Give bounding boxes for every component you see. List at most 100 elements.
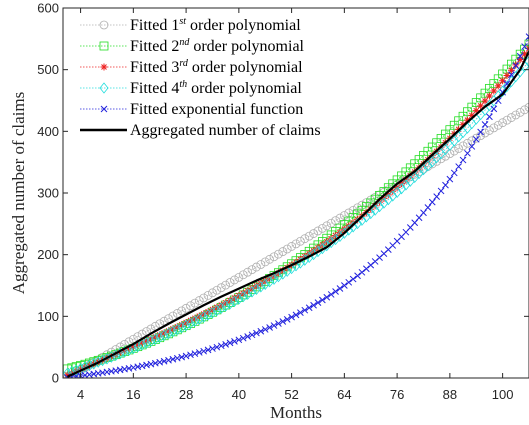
marker-fitted-1st-order-polynomial: [244, 268, 252, 276]
marker-fitted-exponential-function: [183, 353, 189, 359]
legend-item-aggregated-number-of-claims: Aggregated number of claims: [80, 122, 321, 139]
legend: Fitted 1st order polynomial Fitted 2nd or…: [80, 16, 321, 139]
marker-fitted-exponential-function: [464, 150, 470, 156]
marker-fitted-1st-order-polynomial: [301, 235, 309, 243]
legend-label-prefix: Fitted exponential function: [130, 101, 303, 118]
legend-label-prefix: Fitted 3: [130, 59, 179, 76]
marker-fitted-1st-order-polynomial: [182, 304, 190, 312]
marker-fitted-exponential-function: [420, 210, 426, 216]
marker-fitted-1st-order-polynomial: [521, 106, 529, 114]
x-tick-label: 52: [284, 387, 298, 402]
y-tick-label: 0: [52, 371, 59, 386]
marker-fitted-exponential-function: [187, 352, 193, 358]
marker-fitted-exponential-function: [482, 122, 488, 128]
marker-fitted-1st-order-polynomial: [459, 142, 467, 150]
marker-fitted-exponential-function: [192, 351, 198, 357]
x-tick-label: 88: [443, 387, 457, 402]
x-axis-title: Months: [270, 403, 322, 422]
x-tick-label: 4: [77, 387, 84, 402]
marker-fitted-1st-order-polynomial: [332, 217, 340, 225]
y-tick-label: 400: [37, 124, 59, 139]
legend-item-fitted-3rd: Fitted 3rd order polynomial: [80, 58, 303, 76]
marker-fitted-1st-order-polynomial: [283, 245, 291, 253]
marker-fitted-exponential-function: [174, 355, 180, 361]
legend-item-fitted-2nd: Fitted 2nd order polynomial: [80, 37, 305, 55]
marker-fitted-exponential-function: [201, 348, 207, 354]
legend-label-suffix: order polynomial: [188, 59, 303, 76]
x-tick-label: 76: [390, 387, 404, 402]
legend-label: Fitted 4th order polynomial: [130, 79, 302, 97]
legend-item-fitted-1st: Fitted 1st order polynomial: [80, 16, 301, 34]
marker-fitted-exponential-function: [447, 176, 453, 182]
marker-fitted-1st-order-polynomial: [270, 253, 278, 261]
y-tick-label: 100: [37, 309, 59, 324]
marker-fitted-exponential-function: [442, 182, 448, 188]
marker-fitted-exponential-function: [429, 199, 435, 205]
marker-fitted-1st-order-polynomial: [503, 116, 511, 124]
marker-fitted-exponential-function: [227, 340, 233, 346]
x-tick-label: 40: [232, 387, 246, 402]
marker-fitted-exponential-function: [451, 170, 457, 176]
series-fitted-1st-order-polynomial: [63, 103, 529, 382]
marker-fitted-exponential-function: [170, 356, 176, 362]
line-fitted-3rd-order-polynomial: [67, 48, 529, 374]
marker-fitted-exponential-function: [166, 357, 172, 363]
marker-fitted-exponential-function: [157, 359, 163, 365]
legend-label-suffix: order polynomial: [189, 38, 304, 55]
marker-fitted-1st-order-polynomial: [230, 276, 238, 284]
marker-fitted-exponential-function: [486, 114, 492, 120]
marker-fitted-exponential-function: [434, 194, 440, 200]
legend-item-fitted-exponential-function: Fitted exponential function: [80, 101, 303, 118]
marker-fitted-1st-order-polynomial: [274, 250, 282, 258]
legend-label-prefix: Fitted 4: [130, 80, 179, 97]
legend-label-suffix: order polynomial: [187, 80, 302, 97]
y-tick-label: 300: [37, 186, 59, 201]
marker-fitted-1st-order-polynomial: [507, 114, 515, 122]
x-tick-label: 100: [492, 387, 514, 402]
marker-fitted-1st-order-polynomial: [200, 294, 208, 302]
marker-fitted-1st-order-polynomial: [516, 108, 524, 116]
legend-label: Aggregated number of claims: [130, 122, 321, 139]
marker-fitted-exponential-function: [223, 341, 229, 347]
marker-fitted-exponential-function: [179, 354, 185, 360]
marker-fitted-exponential-function: [218, 343, 224, 349]
marker-fitted-exponential-function: [425, 204, 431, 210]
marker-fitted-1st-order-polynomial: [463, 139, 471, 147]
x-tick-label: 28: [179, 387, 193, 402]
marker-fitted-1st-order-polynomial: [186, 302, 194, 310]
marker-fitted-1st-order-polynomial: [318, 224, 326, 232]
marker-fitted-exponential-function: [346, 279, 352, 285]
marker-fitted-exponential-function: [363, 266, 369, 272]
marker-fitted-exponential-function: [438, 188, 444, 194]
legend-label-sup: th: [179, 79, 187, 90]
legend-label: Fitted 3rd order polynomial: [130, 58, 303, 76]
marker-fitted-exponential-function: [231, 338, 237, 344]
y-axis-title: Aggregated number of claims: [9, 92, 28, 295]
marker-fitted-1st-order-polynomial: [226, 279, 234, 287]
marker-fitted-1st-order-polynomial: [288, 242, 296, 250]
marker-fitted-exponential-function: [456, 164, 462, 170]
marker-fitted-exponential-function: [209, 346, 215, 352]
marker-fitted-1st-order-polynomial: [239, 271, 247, 279]
x-tick-label: 16: [126, 387, 140, 402]
marker-fitted-exponential-function: [196, 349, 202, 355]
legend-label: Fitted 1st order polynomial: [130, 16, 301, 34]
marker-fitted-exponential-function: [205, 347, 211, 353]
x-tick-label: 64: [337, 387, 351, 402]
marker-fitted-1st-order-polynomial: [327, 219, 335, 227]
marker-fitted-exponential-function: [491, 106, 497, 112]
marker-fitted-1st-order-polynomial: [257, 260, 265, 268]
marker-fitted-1st-order-polynomial: [490, 124, 498, 132]
marker-fitted-1st-order-polynomial: [314, 227, 322, 235]
marker-fitted-exponential-function: [148, 361, 154, 367]
series-aggregated-number-of-claims: [67, 51, 529, 377]
marker-fitted-exponential-function: [161, 358, 167, 364]
y-tick-label: 200: [37, 247, 59, 262]
marker-fitted-1st-order-polynomial: [195, 297, 203, 305]
marker-fitted-exponential-function: [214, 344, 220, 350]
marker-fitted-exponential-function: [460, 157, 466, 163]
legend-label: Fitted exponential function: [130, 101, 303, 118]
marker-fitted-exponential-function: [152, 360, 158, 366]
